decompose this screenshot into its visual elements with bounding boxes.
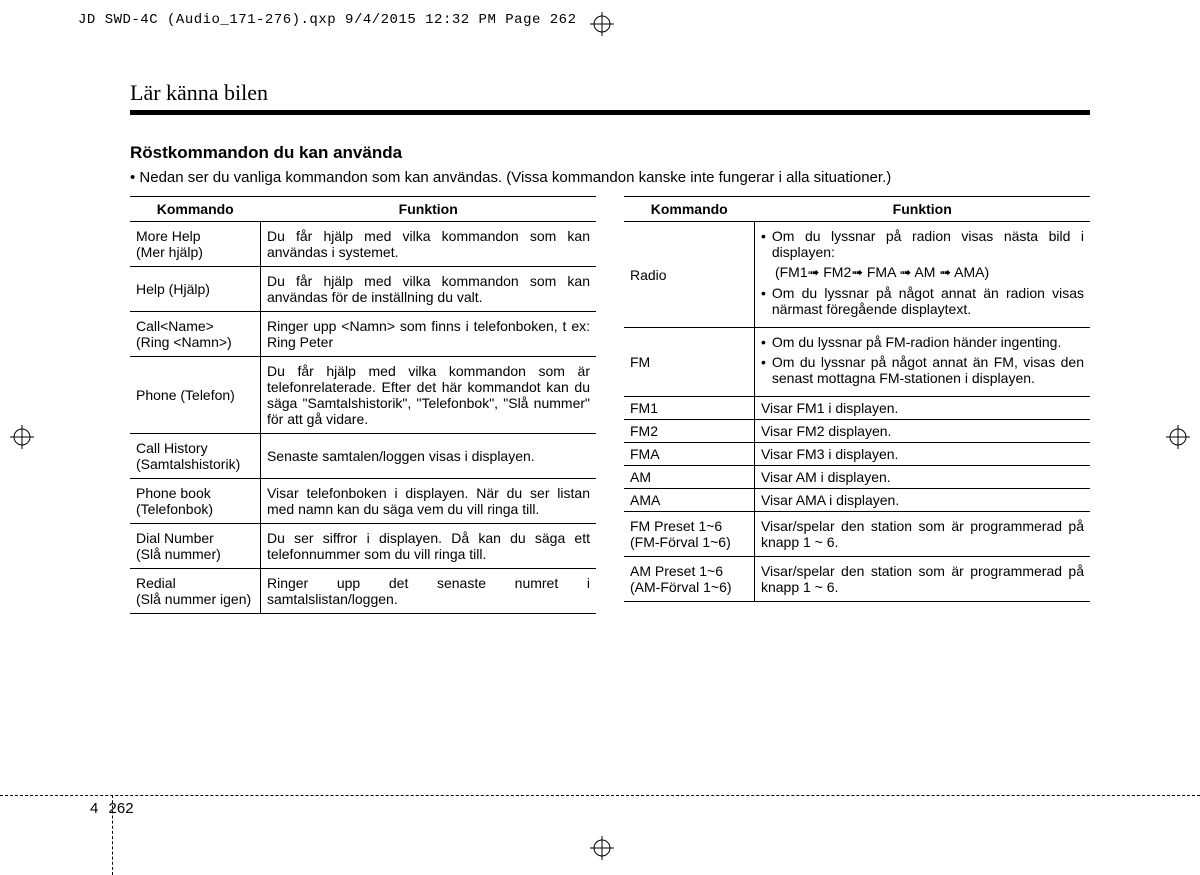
registration-mark-left xyxy=(10,425,34,454)
cmd-cell: AM Preset 1~6 (AM-Förval 1~6) xyxy=(624,557,754,602)
left-column: Kommando Funktion More Help (Mer hjälp)D… xyxy=(130,196,596,614)
radio-sequence: (FM1➟ FM2➟ FMA ➟ AM ➟ AMA) xyxy=(761,264,1084,281)
cmd-cell: FM2 xyxy=(624,420,754,443)
table-row: FMAVisar FM3 i displayen. xyxy=(624,443,1090,466)
th-kommando: Kommando xyxy=(130,197,260,222)
page-number: 4 262 xyxy=(90,800,134,817)
bullet-text: Om du lyssnar på radion visas nästa bild… xyxy=(772,228,1084,260)
cmd-cell: Dial Number (Slå nummer) xyxy=(130,524,260,569)
right-column: Kommando Funktion Radio •Om du lyssnar p… xyxy=(624,196,1090,614)
table-row: FM • Om du lyssnar på FM-radion händer in… xyxy=(624,328,1090,397)
func-cell: Visar FM3 i displayen. xyxy=(754,443,1090,466)
cmd-cell: Radio xyxy=(624,222,754,328)
printer-slug-text: JD SWD-4C (Audio_171-276).qxp 9/4/2015 1… xyxy=(78,12,576,28)
cmd-cell: AMA xyxy=(624,489,754,512)
func-cell: Ringer upp <Namn> som finns i telefonbok… xyxy=(260,312,596,357)
func-cell: Senaste samtalen/loggen visas i displaye… xyxy=(260,434,596,479)
cmd-cell: Redial (Slå nummer igen) xyxy=(130,569,260,614)
cmd-cell: Call History (Samtalshistorik) xyxy=(130,434,260,479)
cmd-cell: FM xyxy=(624,328,754,397)
cmd-cell: FM Preset 1~6 (FM-Förval 1~6) xyxy=(624,512,754,557)
cmd-cell: FMA xyxy=(624,443,754,466)
th-funktion: Funktion xyxy=(260,197,596,222)
func-cell: • Om du lyssnar på FM-radion händer ingen… xyxy=(754,328,1090,397)
intro-text: • Nedan ser du vanliga kommandon som kan… xyxy=(130,169,1090,186)
heading: Röstkommandon du kan använda xyxy=(130,143,1090,163)
bullet-icon: • xyxy=(761,285,766,317)
crop-dashed-horizontal xyxy=(0,795,1200,796)
bullet-text: Om du lyssnar på något annat än FM, visa… xyxy=(772,354,1084,386)
printer-slug: JD SWD-4C (Audio_171-276).qxp 9/4/2015 1… xyxy=(78,12,576,28)
table-row: Call History (Samtalshistorik)Senaste sa… xyxy=(130,434,596,479)
section-number: 4 xyxy=(90,800,98,817)
cmd-cell: More Help (Mer hjälp) xyxy=(130,222,260,267)
page-content: Lär känna bilen Röstkommandon du kan anv… xyxy=(130,80,1090,614)
page-num: 262 xyxy=(109,800,134,817)
right-table: Kommando Funktion Radio •Om du lyssnar p… xyxy=(624,196,1090,602)
bullet-text: Om du lyssnar på något annat än radion v… xyxy=(772,285,1084,317)
left-table: Kommando Funktion More Help (Mer hjälp)D… xyxy=(130,196,596,614)
th-kommando: Kommando xyxy=(624,197,754,222)
registration-mark-top xyxy=(590,12,614,36)
cmd-cell: Phone (Telefon) xyxy=(130,357,260,434)
func-cell: Visar/spelar den station som är programm… xyxy=(754,512,1090,557)
func-cell: Du får hjälp med vilka kommandon som är … xyxy=(260,357,596,434)
table-row: AMVisar AM i displayen. xyxy=(624,466,1090,489)
table-row: AM Preset 1~6 (AM-Förval 1~6)Visar/spela… xyxy=(624,557,1090,602)
cmd-cell: Call<Name> (Ring <Namn>) xyxy=(130,312,260,357)
table-row: FM2Visar FM2 displayen. xyxy=(624,420,1090,443)
cmd-cell: Help (Hjälp) xyxy=(130,267,260,312)
cmd-cell: Phone book (Telefonbok) xyxy=(130,479,260,524)
bullet-icon: • xyxy=(761,228,766,260)
func-cell: Du får hjälp med vilka kommandon som kan… xyxy=(260,222,596,267)
func-cell: Visar FM2 displayen. xyxy=(754,420,1090,443)
registration-mark-bottom xyxy=(590,836,614,865)
cmd-cell: FM1 xyxy=(624,397,754,420)
section-title: Lär känna bilen xyxy=(130,80,1090,106)
th-funktion: Funktion xyxy=(754,197,1090,222)
func-cell: Du får hjälp med vilka kommandon som kan… xyxy=(260,267,596,312)
table-row: Dial Number (Slå nummer)Du ser siffror i… xyxy=(130,524,596,569)
func-cell: Du ser siffror i displayen. Då kan du sä… xyxy=(260,524,596,569)
table-row: Phone (Telefon)Du får hjälp med vilka ko… xyxy=(130,357,596,434)
section-rule xyxy=(130,110,1090,115)
bullet-text: Om du lyssnar på FM-radion händer ingent… xyxy=(772,334,1084,350)
registration-mark-right xyxy=(1166,425,1190,454)
func-cell: Visar telefonboken i displayen. När du s… xyxy=(260,479,596,524)
bullet-icon: • xyxy=(761,354,766,386)
table-row: FM1Visar FM1 i displayen. xyxy=(624,397,1090,420)
table-row: Call<Name> (Ring <Namn>)Ringer upp <Namn… xyxy=(130,312,596,357)
func-cell: Visar AMA i displayen. xyxy=(754,489,1090,512)
table-row: Radio •Om du lyssnar på radion visas näs… xyxy=(624,222,1090,328)
cmd-cell: AM xyxy=(624,466,754,489)
func-cell: Visar FM1 i displayen. xyxy=(754,397,1090,420)
table-row: AMAVisar AMA i displayen. xyxy=(624,489,1090,512)
table-row: Phone book (Telefonbok)Visar telefonboke… xyxy=(130,479,596,524)
func-cell: •Om du lyssnar på radion visas nästa bil… xyxy=(754,222,1090,328)
table-row: Redial (Slå nummer igen)Ringer upp det s… xyxy=(130,569,596,614)
bullet-icon: • xyxy=(761,334,766,350)
func-cell: Visar/spelar den station som är programm… xyxy=(754,557,1090,602)
func-cell: Visar AM i displayen. xyxy=(754,466,1090,489)
table-row: More Help (Mer hjälp)Du får hjälp med vi… xyxy=(130,222,596,267)
table-row: Help (Hjälp)Du får hjälp med vilka komma… xyxy=(130,267,596,312)
columns: Kommando Funktion More Help (Mer hjälp)D… xyxy=(130,196,1090,614)
func-cell: Ringer upp det senaste numret i samtalsl… xyxy=(260,569,596,614)
table-row: FM Preset 1~6 (FM-Förval 1~6)Visar/spela… xyxy=(624,512,1090,557)
